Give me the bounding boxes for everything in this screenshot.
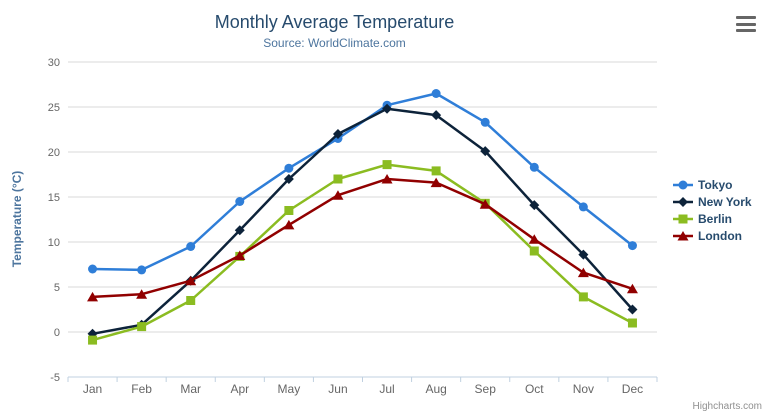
data-point-tokyo[interactable] — [235, 197, 245, 206]
xaxis-tick-label: Sep — [475, 382, 497, 396]
data-point-berlin[interactable] — [186, 296, 196, 305]
yaxis-tick-label: -5 — [50, 372, 60, 384]
chart-subtitle: Source: WorldClimate.com — [263, 36, 406, 50]
legend-label: New York — [698, 195, 752, 209]
data-point-berlin[interactable] — [284, 206, 294, 215]
xaxis-tick-label: Jul — [379, 382, 394, 396]
hamburger-icon — [736, 29, 756, 32]
diamond-legend-marker-icon — [673, 197, 693, 207]
data-point-tokyo[interactable] — [627, 241, 637, 251]
data-point-london[interactable] — [577, 267, 589, 278]
xaxis-tick-label: Apr — [230, 382, 249, 396]
data-point-new-york[interactable] — [627, 304, 638, 315]
legend-item-new-york[interactable]: New York — [673, 195, 752, 209]
data-point-berlin[interactable] — [578, 292, 588, 302]
legend: Tokyo New York Berlin London — [673, 178, 752, 243]
data-point-berlin[interactable] — [382, 160, 392, 170]
data-point-tokyo[interactable] — [137, 265, 147, 275]
data-point-berlin[interactable] — [529, 246, 539, 256]
data-point-tokyo[interactable] — [88, 264, 98, 274]
data-point-london[interactable] — [381, 174, 393, 184]
yaxis-tick-label: 5 — [54, 282, 60, 294]
data-point-london[interactable] — [185, 275, 197, 286]
yaxis-tick-label: 30 — [48, 57, 60, 69]
data-point-tokyo[interactable] — [431, 89, 441, 98]
series-line-tokyo — [91, 92, 634, 272]
yaxis-tick-label: 10 — [48, 237, 60, 249]
hamburger-icon — [736, 22, 756, 26]
data-point-london[interactable] — [283, 219, 295, 230]
legend-label: Tokyo — [698, 178, 733, 192]
xaxis-tick-label: Jun — [328, 382, 347, 396]
data-point-london[interactable] — [626, 283, 638, 294]
yaxis-tick-label: 0 — [54, 327, 60, 339]
data-point-london[interactable] — [234, 250, 246, 261]
legend-item-berlin[interactable]: Berlin — [673, 212, 752, 226]
yaxis-tick-label: 25 — [48, 102, 60, 114]
data-point-new-york[interactable] — [382, 103, 393, 114]
data-point-new-york[interactable] — [431, 110, 442, 121]
data-point-new-york[interactable] — [578, 249, 589, 260]
data-point-london[interactable] — [332, 190, 344, 200]
data-point-new-york[interactable] — [332, 129, 343, 139]
data-point-berlin[interactable] — [137, 322, 147, 332]
data-point-london[interactable] — [136, 289, 148, 299]
data-point-tokyo[interactable] — [480, 117, 490, 127]
data-point-london[interactable] — [479, 199, 491, 209]
chart-title: Monthly Average Temperature — [214, 12, 455, 32]
xaxis-tick-label: Mar — [180, 382, 201, 396]
data-point-london[interactable] — [528, 234, 540, 244]
legend-label: London — [698, 229, 742, 243]
square-legend-marker-icon — [673, 214, 693, 224]
data-point-berlin[interactable] — [627, 318, 637, 328]
yaxis-tick-label: 15 — [48, 192, 60, 204]
circle-legend-marker-icon — [673, 180, 693, 190]
legend-item-london[interactable]: London — [673, 229, 752, 243]
data-point-new-york[interactable] — [283, 174, 294, 184]
data-point-new-york[interactable] — [234, 225, 245, 236]
yaxis-tick-label: 20 — [48, 147, 60, 159]
xaxis-tick-label: Feb — [131, 382, 152, 396]
data-point-tokyo[interactable] — [529, 162, 539, 172]
xaxis-tick-label: Dec — [622, 382, 643, 396]
data-point-new-york[interactable] — [480, 146, 491, 157]
xaxis-tick-label: May — [278, 382, 301, 396]
data-point-berlin[interactable] — [88, 335, 98, 345]
xaxis-tick-label: Jan — [83, 382, 102, 396]
hamburger-icon — [736, 16, 756, 19]
xaxis-tick-label: Oct — [525, 382, 544, 396]
triangle-legend-marker-icon — [673, 231, 693, 241]
xaxis-tick-label: Nov — [573, 382, 594, 396]
data-point-berlin[interactable] — [333, 174, 343, 184]
legend-item-tokyo[interactable]: Tokyo — [673, 178, 752, 192]
data-point-tokyo[interactable] — [186, 242, 196, 251]
credits-link[interactable]: Highcharts.com — [692, 401, 762, 412]
export-menu-button[interactable] — [735, 15, 757, 33]
data-point-tokyo[interactable] — [284, 163, 294, 173]
series-line-berlin — [91, 163, 634, 342]
data-point-tokyo[interactable] — [578, 202, 588, 212]
series-line-london — [91, 177, 634, 299]
series-line-new-york — [91, 107, 634, 336]
legend-label: Berlin — [698, 212, 733, 226]
data-point-london[interactable] — [87, 291, 99, 302]
data-point-berlin[interactable] — [431, 166, 441, 176]
xaxis-tick-label: Aug — [425, 382, 446, 396]
data-point-london[interactable] — [430, 177, 442, 188]
data-point-new-york[interactable] — [529, 200, 540, 211]
